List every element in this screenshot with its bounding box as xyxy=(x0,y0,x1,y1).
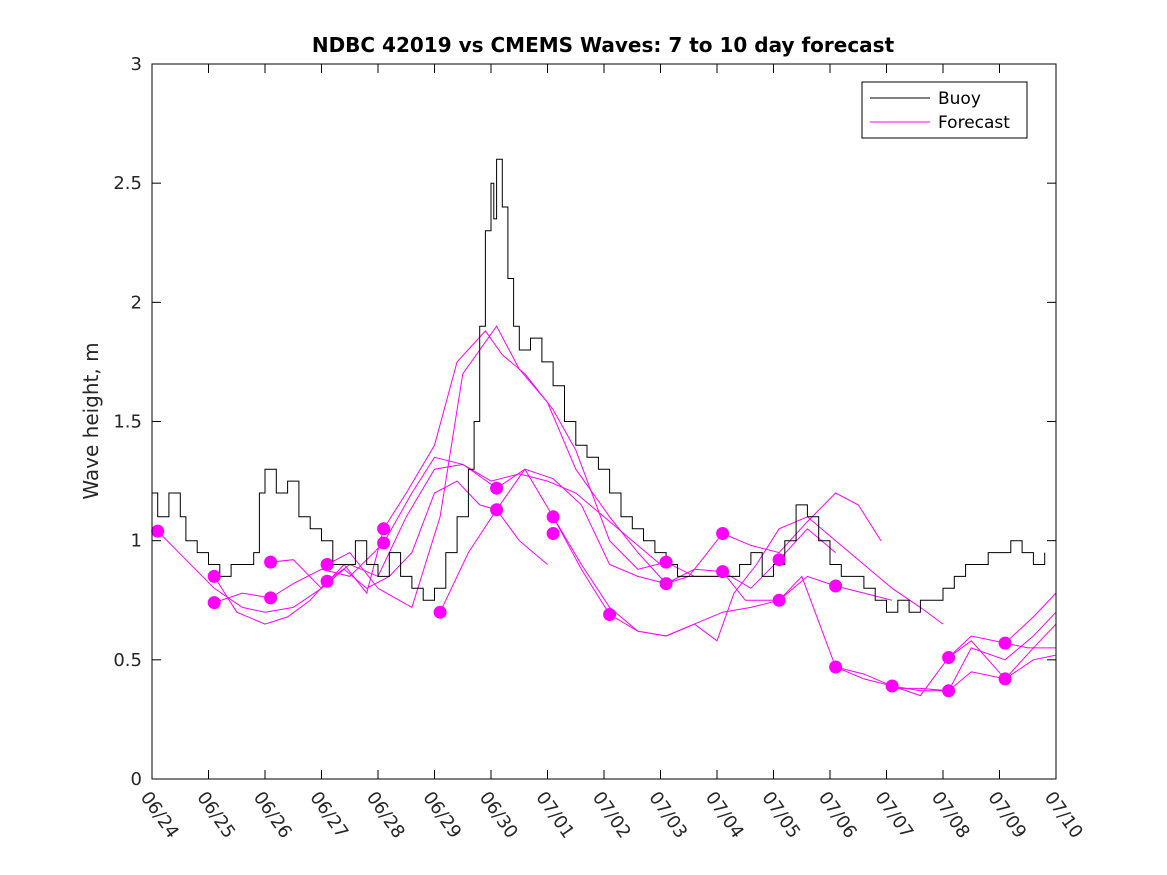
legend-forecast-label: Forecast xyxy=(938,113,1010,133)
forecast-start-point xyxy=(942,651,956,664)
x-tick-label: 07/01 xyxy=(531,788,578,843)
forecast-line xyxy=(157,480,548,613)
forecast-start-point xyxy=(546,510,560,524)
x-tick-label: 07/06 xyxy=(814,788,861,843)
forecast-start-point xyxy=(772,553,786,567)
x-tick-label: 07/05 xyxy=(757,788,804,843)
forecast-start-point xyxy=(264,591,278,605)
x-tick-label: 07/08 xyxy=(927,788,974,843)
forecast-line xyxy=(213,463,661,625)
y-axis-label: Wave height, m xyxy=(79,342,103,499)
forecast-start-point xyxy=(264,555,278,569)
forecast-start-point xyxy=(716,565,730,579)
forecast-start-point xyxy=(546,527,560,540)
x-tick-label: 06/26 xyxy=(249,788,296,843)
y-tick-label: 2 xyxy=(131,292,142,313)
x-tick-label: 07/07 xyxy=(870,788,917,843)
forecast-start-point xyxy=(998,636,1012,650)
forecast-start-point xyxy=(207,569,221,583)
x-tick-label: 07/04 xyxy=(701,788,748,843)
forecast-start-point xyxy=(377,536,391,550)
axes-box xyxy=(151,63,1057,780)
forecast-start-point xyxy=(942,684,956,698)
forecast-start-point xyxy=(603,608,617,621)
forecast-start-point xyxy=(659,555,673,569)
x-tick-label: 07/03 xyxy=(644,788,691,843)
forecast-start-point xyxy=(320,558,334,571)
x-tick-label: 07/09 xyxy=(983,788,1030,843)
legend-box xyxy=(861,81,1028,139)
x-tick-label: 07/02 xyxy=(588,788,635,843)
forecast-start-point xyxy=(490,481,504,495)
y-tick-label: 0.5 xyxy=(113,650,142,671)
forecast-start-point xyxy=(885,679,899,693)
forecast-start-point xyxy=(772,593,786,607)
x-tick-label: 07/10 xyxy=(1040,788,1087,843)
forecast-line xyxy=(326,325,836,609)
forecast-line xyxy=(665,492,882,585)
x-tick-label: 06/25 xyxy=(192,788,239,843)
forecast-start-point xyxy=(151,524,165,538)
forecast-line xyxy=(892,611,1056,692)
forecast-line xyxy=(1004,642,1056,649)
y-tick-label: 0 xyxy=(131,769,142,790)
y-tick-label: 1 xyxy=(131,531,142,552)
y-tick-label: 1.5 xyxy=(113,412,142,433)
legend-buoy-label: Buoy xyxy=(938,89,981,109)
forecast-line xyxy=(270,330,723,595)
forecast-start-point xyxy=(433,605,447,619)
forecast-start-point xyxy=(659,577,673,591)
forecast-start-point xyxy=(377,522,391,536)
buoy-line xyxy=(152,158,1046,613)
forecast-start-point xyxy=(998,672,1012,686)
forecast-line xyxy=(214,456,667,604)
y-tick-label: 2.5 xyxy=(113,173,142,194)
x-tick-label: 06/24 xyxy=(136,788,183,843)
legend: Buoy Forecast xyxy=(861,81,1028,139)
forecast-start-point xyxy=(716,527,730,540)
forecast-start-point xyxy=(829,660,843,674)
x-tick-label: 06/27 xyxy=(305,788,352,843)
x-tick-label: 06/30 xyxy=(475,788,522,843)
forecast-line xyxy=(948,623,1056,680)
chart-title: NDBC 42019 vs CMEMS Waves: 7 to 10 day f… xyxy=(312,33,895,57)
forecast-start-point xyxy=(829,579,843,593)
forecast-start-point xyxy=(490,503,504,517)
y-tick-label: 3 xyxy=(131,54,142,75)
x-tick-label: 06/29 xyxy=(418,788,465,843)
forecast-start-point xyxy=(207,596,221,610)
forecast-start-point xyxy=(320,574,334,588)
forecast-line xyxy=(552,516,944,642)
x-tick-label: 06/28 xyxy=(362,788,409,843)
